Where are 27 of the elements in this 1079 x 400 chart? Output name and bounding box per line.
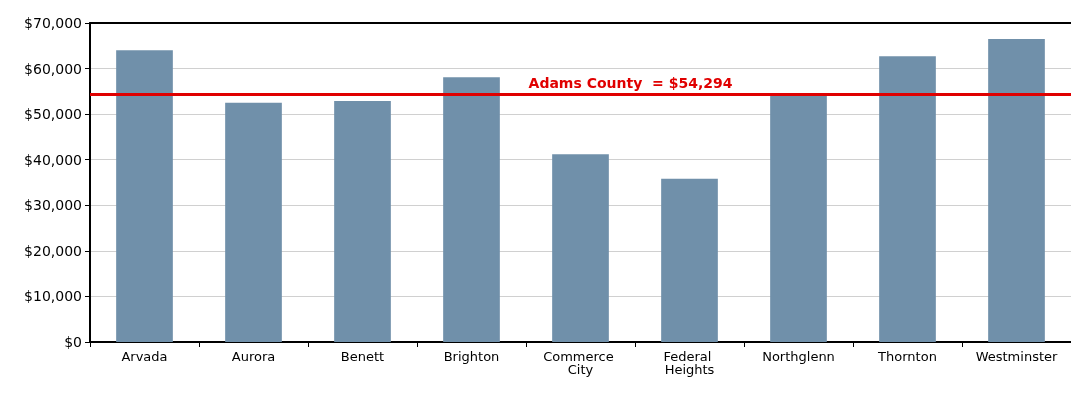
bar	[770, 95, 827, 342]
x-tick-label: Arvada	[121, 349, 168, 364]
x-tick-label: Brighton	[443, 349, 500, 364]
bar	[661, 178, 718, 342]
x-tick-label: Thornton	[877, 349, 937, 364]
bar	[443, 77, 500, 342]
bar	[116, 50, 173, 342]
x-tick-label: Northglenn	[762, 349, 835, 364]
y-tick-label: $50,000	[24, 106, 82, 123]
bar	[552, 154, 609, 342]
x-tick-label: Aurora	[231, 349, 276, 364]
bar	[988, 38, 1045, 342]
bar	[334, 100, 391, 342]
x-tick-label: Commerce City	[543, 349, 618, 377]
y-tick-label: $10,000	[24, 288, 82, 305]
bar	[879, 56, 936, 342]
y-tick-label: $20,000	[24, 242, 82, 259]
x-tick-label: Benett	[340, 349, 385, 364]
y-tick-label: $70,000	[24, 15, 82, 31]
ref-line-label: Adams County = $54,294	[528, 74, 733, 91]
x-tick-label: Federal Heights	[663, 349, 716, 377]
x-tick-label: Westminster	[975, 349, 1058, 364]
y-tick-label: $30,000	[24, 197, 82, 214]
bar	[225, 102, 282, 342]
y-tick-label: $60,000	[24, 60, 82, 77]
y-tick-label: $0	[64, 334, 82, 350]
y-tick-label: $40,000	[24, 151, 82, 168]
